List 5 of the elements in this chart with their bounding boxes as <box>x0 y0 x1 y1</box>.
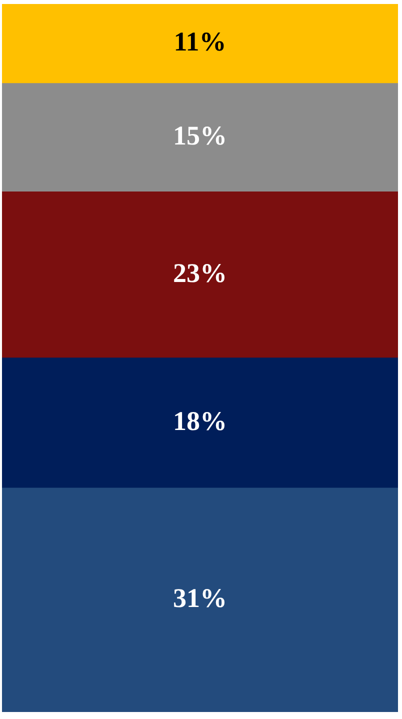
data-label: 23% <box>173 258 227 288</box>
data-label: 31% <box>173 582 227 613</box>
data-label: 18% <box>173 406 227 436</box>
data-label: 11% <box>174 26 226 57</box>
data-label: 15% <box>173 120 227 151</box>
